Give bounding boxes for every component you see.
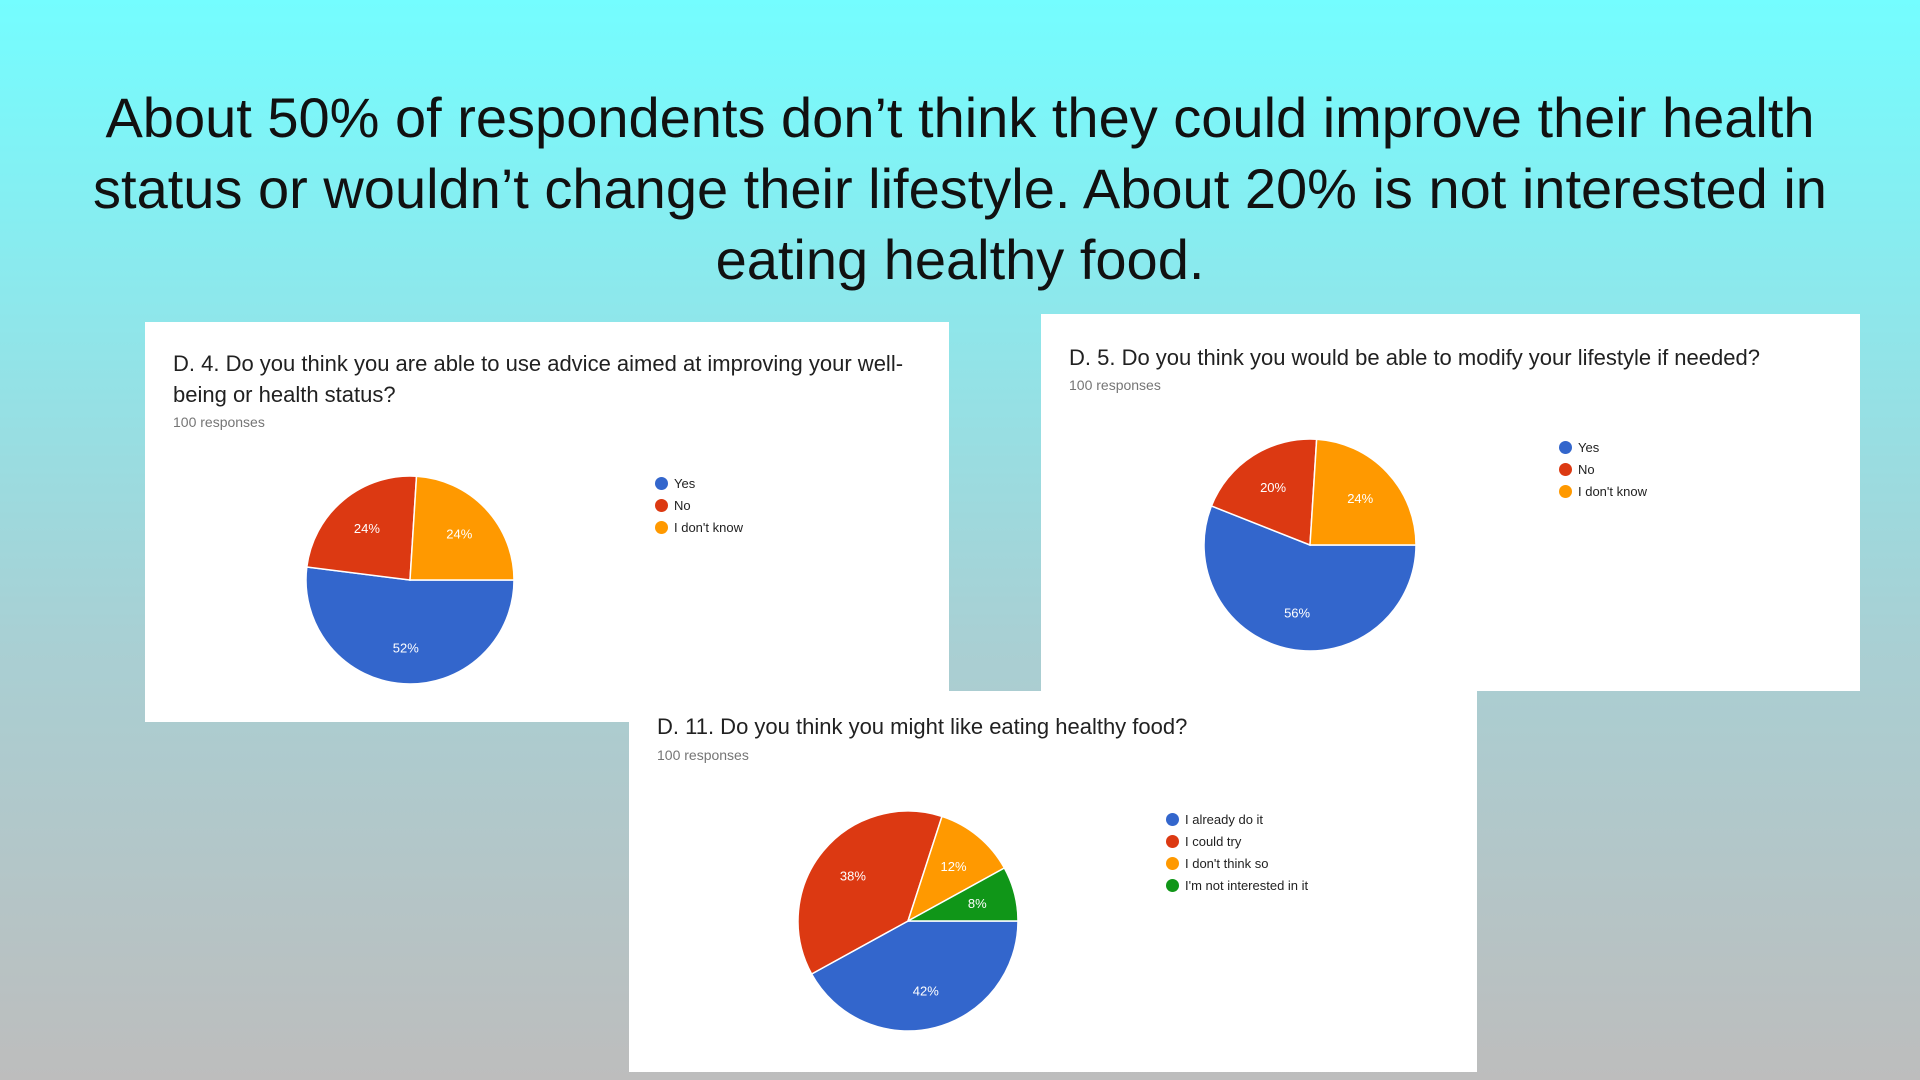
legend-swatch <box>1166 878 1179 892</box>
pie-slice-i-don-t-know <box>1309 438 1417 546</box>
legend-item-yes: Yes <box>1559 436 1647 458</box>
pie-slice-i-don-t-think-so <box>906 815 1006 923</box>
pie-slice-i-m-not-interested-in-it <box>907 866 1019 922</box>
pie-slice-i-could-try <box>797 810 943 976</box>
pie-chart: 42% 38% 12% 8% <box>797 810 1019 1032</box>
legend-label: No <box>1578 461 1595 477</box>
legend-swatch <box>655 476 668 490</box>
slice-label-i-m-not-interested-in-it: 8% <box>968 896 987 911</box>
slice-label-yes: 52% <box>393 640 419 655</box>
legend-swatch <box>655 498 668 512</box>
slice-label-yes: 56% <box>1284 606 1310 621</box>
pie-slice-no <box>305 475 418 581</box>
pie-slice-yes <box>305 566 515 685</box>
legend-swatch <box>1166 856 1179 870</box>
legend-item-no: No <box>655 494 743 516</box>
slice-label-i-don-t-know: 24% <box>1347 491 1373 506</box>
slice-label-i-could-try: 38% <box>840 868 866 883</box>
legend-item-i-could-try: I could try <box>1166 830 1308 852</box>
legend-item-yes: Yes <box>655 472 743 494</box>
slice-label-i-already-do-it: 42% <box>913 983 939 998</box>
pie-slice-no <box>1210 438 1318 547</box>
legend-label: No <box>674 497 691 513</box>
legend-swatch <box>1559 462 1572 476</box>
legend-label: I'm not interested in it <box>1185 877 1309 893</box>
slice-label-i-don-t-know: 24% <box>446 527 472 542</box>
legend-item-no: No <box>1559 458 1647 480</box>
slide-headline: About 50% of respondents don’t think the… <box>93 86 1827 291</box>
legend-item-i-don-t-know: I don't know <box>655 516 743 538</box>
chart-title: D. 5. Do you think you would be able to … <box>1069 345 1760 370</box>
legend-label: Yes <box>674 475 696 491</box>
slice-label-no: 24% <box>354 521 380 536</box>
legend-item-i-don-t-know: I don't know <box>1559 480 1647 502</box>
legend-item-i-don-t-think-so: I don't think so <box>1166 852 1308 874</box>
chart-subtitle: 100 responses <box>657 747 749 763</box>
legend-swatch <box>1166 834 1179 848</box>
pie-chart: 56% 20% 24% <box>1203 438 1417 652</box>
chart-card-d4: D. 4. Do you think you are able to use a… <box>145 322 949 722</box>
legend-item-i-m-not-interested-in-it: I'm not interested in it <box>1166 874 1308 896</box>
slice-label-i-don-t-think-so: 12% <box>941 859 967 874</box>
legend-label: I already do it <box>1185 811 1264 827</box>
pie-chart: 52% 24% 24% <box>305 475 515 685</box>
legend-swatch <box>1166 812 1179 826</box>
chart-legend: Yes No I don't know <box>1559 436 1647 502</box>
legend-swatch <box>655 520 668 534</box>
chart-card-d5: D. 5. Do you think you would be able to … <box>1041 314 1860 691</box>
legend-label: I could try <box>1185 833 1242 849</box>
legend-swatch <box>1559 484 1572 498</box>
chart-title: D. 4. Do you think you are able to use a… <box>173 351 904 407</box>
chart-subtitle: 100 responses <box>173 414 265 430</box>
chart-legend: I already do it I could try I don't think … <box>1166 808 1308 896</box>
chart-legend: Yes No I don't know <box>655 472 743 538</box>
legend-label: Yes <box>1578 439 1600 455</box>
legend-item-i-already-do-it: I already do it <box>1166 808 1308 830</box>
pie-slice-yes <box>1203 505 1417 652</box>
legend-label: I don't know <box>1578 483 1647 499</box>
chart-title: D. 11. Do you think you might like eatin… <box>657 714 1188 739</box>
pie-slice-i-already-do-it <box>810 920 1019 1032</box>
legend-swatch <box>1559 440 1572 454</box>
slice-label-no: 20% <box>1260 480 1286 495</box>
pie-slice-i-don-t-know <box>409 475 515 581</box>
legend-label: I don't know <box>674 519 743 535</box>
legend-label: I don't think so <box>1185 855 1269 871</box>
chart-subtitle: 100 responses <box>1069 377 1161 393</box>
chart-card-d11: D. 11. Do you think you might like eatin… <box>629 691 1477 1072</box>
